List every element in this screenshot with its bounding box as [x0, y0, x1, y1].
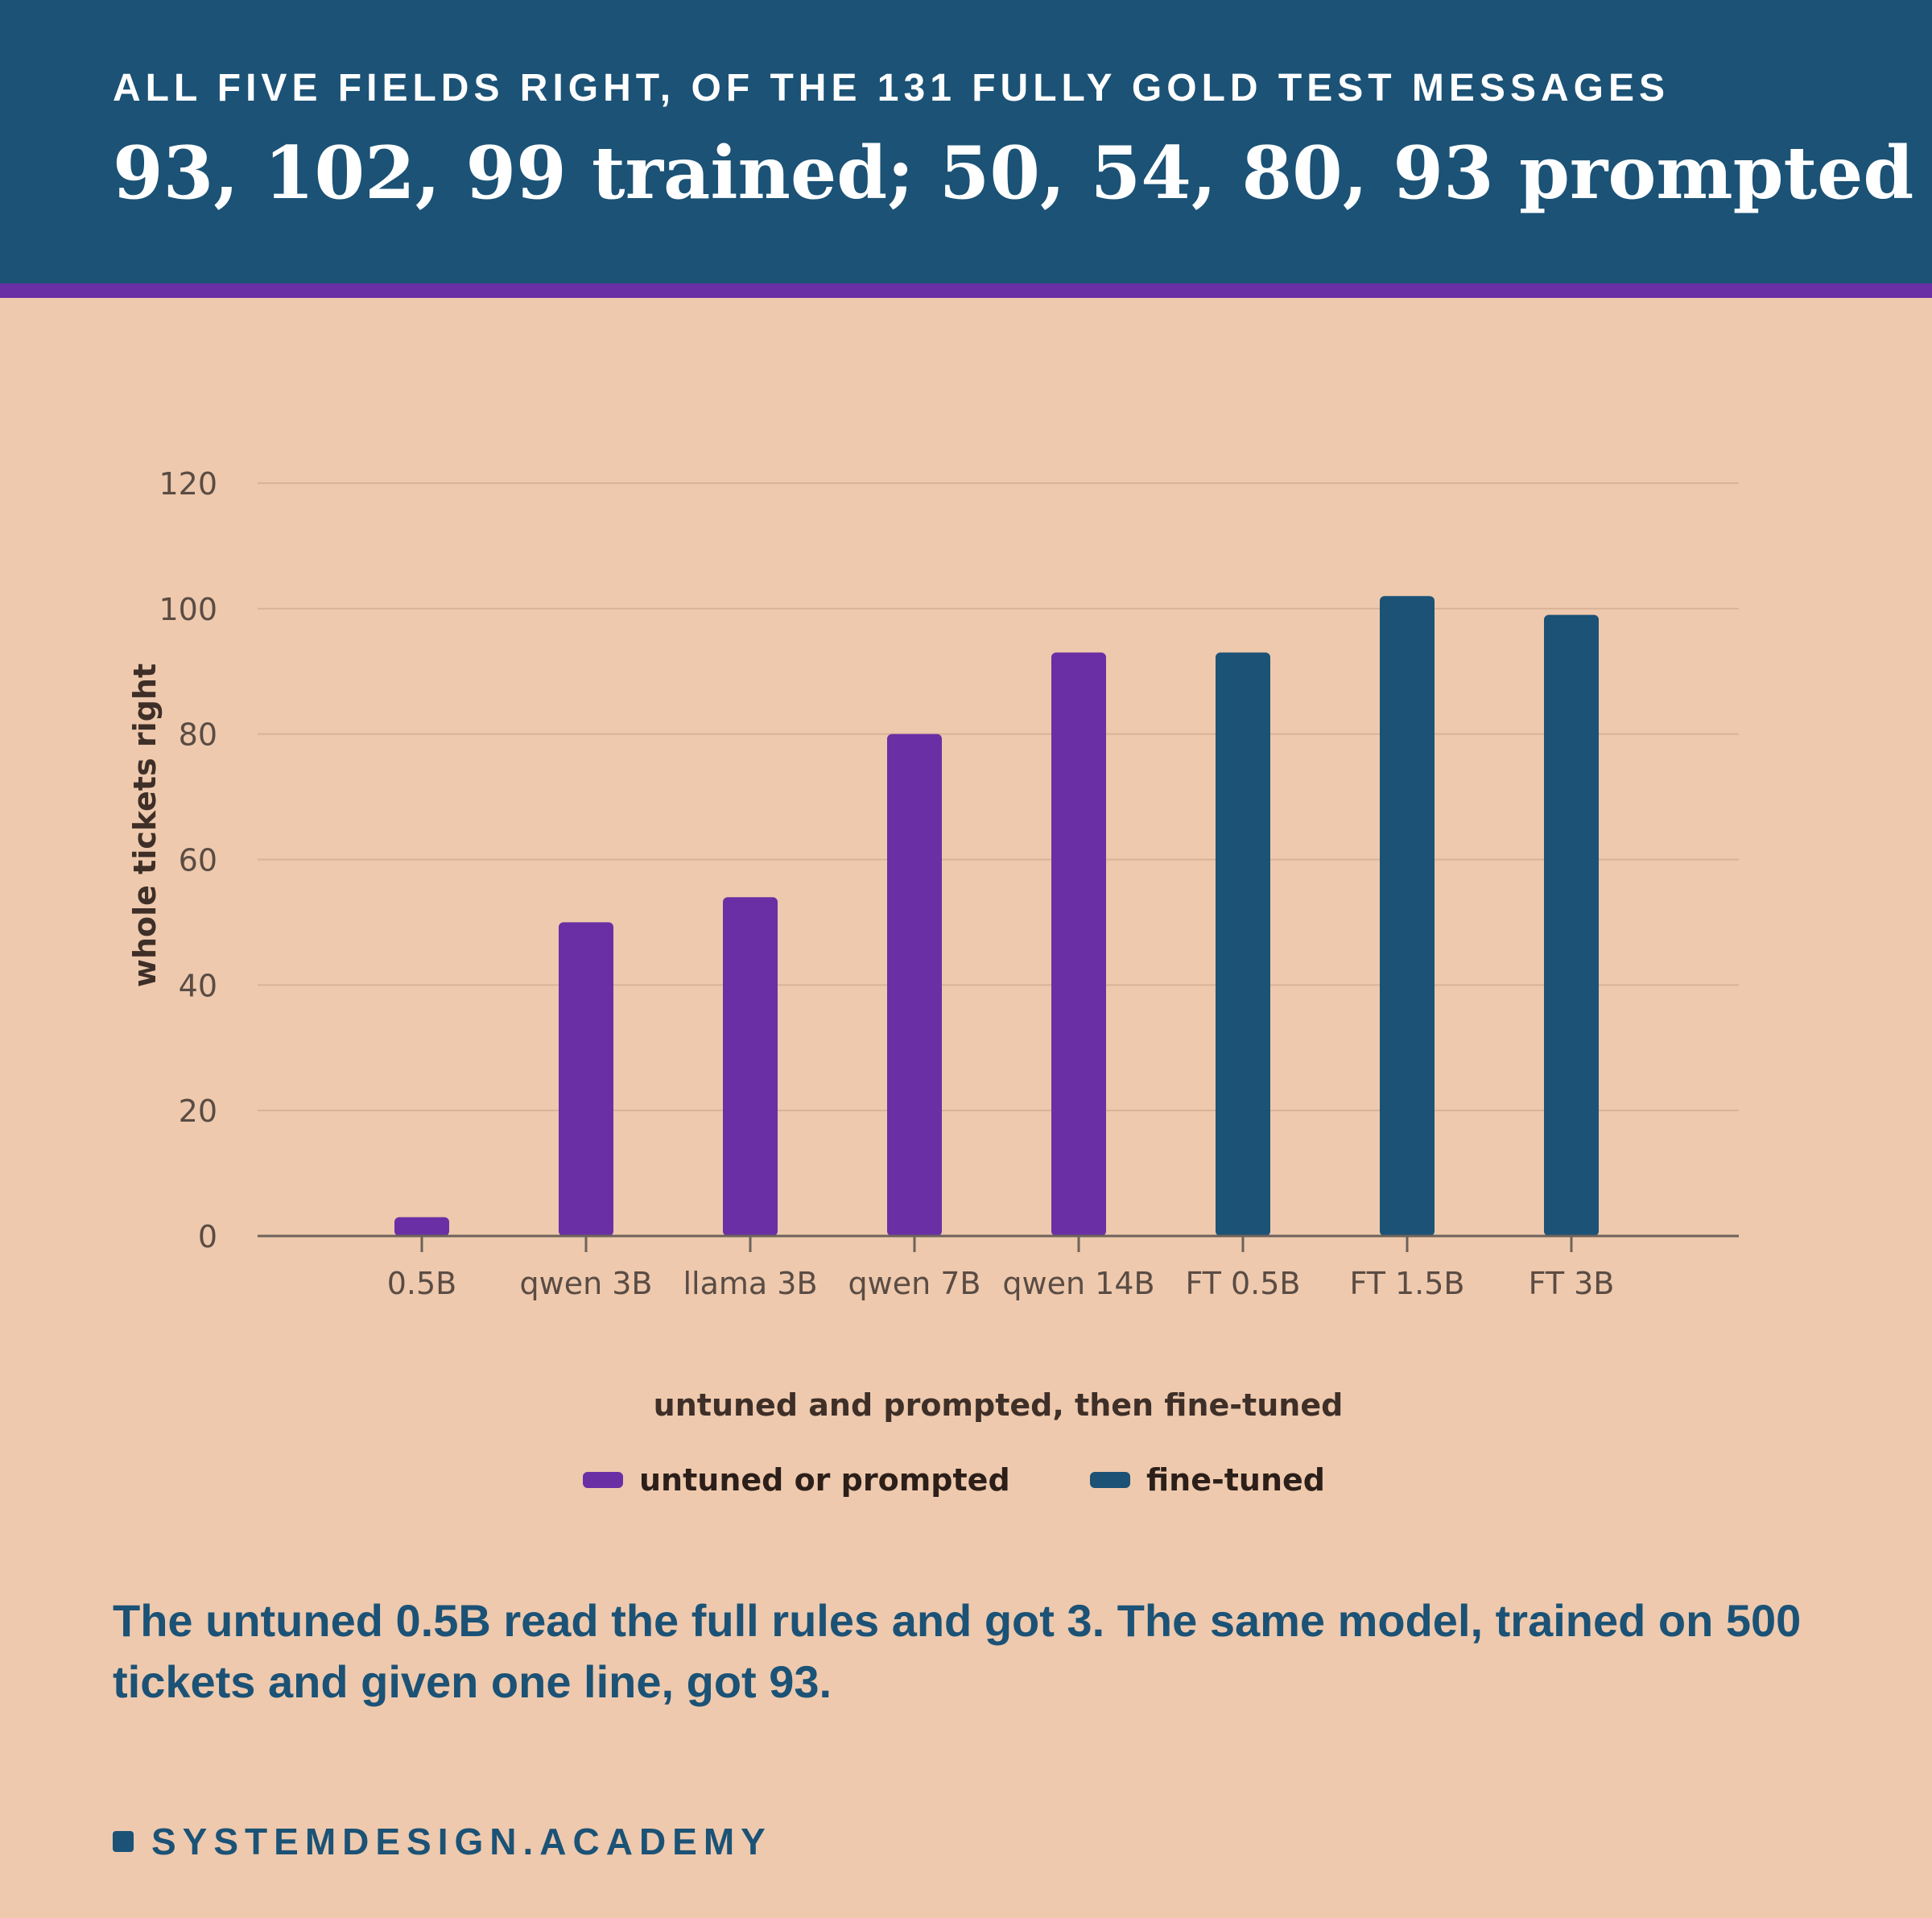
y-axis-label: whole tickets right — [127, 663, 163, 987]
x-tick-label: FT 3B — [1529, 1266, 1615, 1301]
y-tick-label: 80 — [179, 717, 217, 753]
y-tick-label: 120 — [159, 466, 217, 502]
x-tick-label: FT 0.5B — [1186, 1266, 1301, 1301]
y-tick-label: 0 — [198, 1219, 217, 1255]
chart-headline: 93, 102, 99 trained; 50, 54, 80, 93 prom… — [113, 130, 1914, 216]
x-tick-label: qwen 7B — [848, 1266, 981, 1301]
x-tick-label: qwen 3B — [520, 1266, 653, 1301]
brand-name: SYSTEMDESIGN.ACADEMY — [151, 1821, 772, 1862]
bar-qwen-14b — [1051, 652, 1106, 1236]
bar-ft-1.5b — [1380, 596, 1435, 1236]
bar-ft-0.5b — [1216, 652, 1270, 1236]
grid-lines — [258, 482, 1739, 1112]
brand-footer: SYSTEMDESIGN.ACADEMY — [113, 1821, 772, 1862]
y-tick-label: 60 — [179, 843, 217, 878]
x-tick-labels: 0.5B qwen 3B llama 3B qwen 7B qwen 14B FT 0.5… — [387, 1236, 1615, 1301]
legend-swatch-1 — [1090, 1472, 1130, 1488]
legend-label: fine-tuned — [1146, 1462, 1325, 1498]
y-tick-label: 40 — [179, 968, 217, 1003]
y-tick-label: 100 — [159, 592, 217, 627]
bar-qwen-3b — [559, 922, 613, 1236]
bars — [394, 596, 1599, 1236]
bar-chart: 0 20 40 60 80 100 120 0.5B qwen 3B llama 3B qwen … — [127, 466, 1739, 1498]
x-tick-label: qwen 14B — [1002, 1266, 1154, 1301]
caption-text: The untuned 0.5B read the full rules and… — [113, 1595, 1802, 1707]
legend: untuned or prompted fine-tuned — [583, 1462, 1325, 1498]
x-tick-label: llama 3B — [683, 1266, 817, 1301]
bar-ft-3b — [1544, 614, 1599, 1236]
legend-label: untuned or prompted — [639, 1462, 1010, 1498]
bar-0.5b — [394, 1217, 449, 1236]
x-tick-label: FT 1.5B — [1350, 1266, 1465, 1301]
chart-kicker: ALL FIVE FIELDS RIGHT, OF THE 131 FULLY … — [113, 67, 1670, 110]
header-banner: ALL FIVE FIELDS RIGHT, OF THE 131 FULLY … — [0, 0, 1932, 283]
header-accent-rule — [0, 283, 1932, 298]
bar-llama-3b — [723, 897, 778, 1236]
y-tick-label: 20 — [179, 1093, 217, 1129]
x-axis-label: untuned and prompted, then fine-tuned — [654, 1387, 1344, 1423]
x-tick-label: 0.5B — [387, 1266, 457, 1301]
bar-qwen-7b — [887, 734, 942, 1236]
brand-square-icon — [113, 1831, 134, 1852]
legend-swatch-0 — [583, 1472, 623, 1488]
y-tick-labels: 0 20 40 60 80 100 120 — [159, 466, 217, 1255]
